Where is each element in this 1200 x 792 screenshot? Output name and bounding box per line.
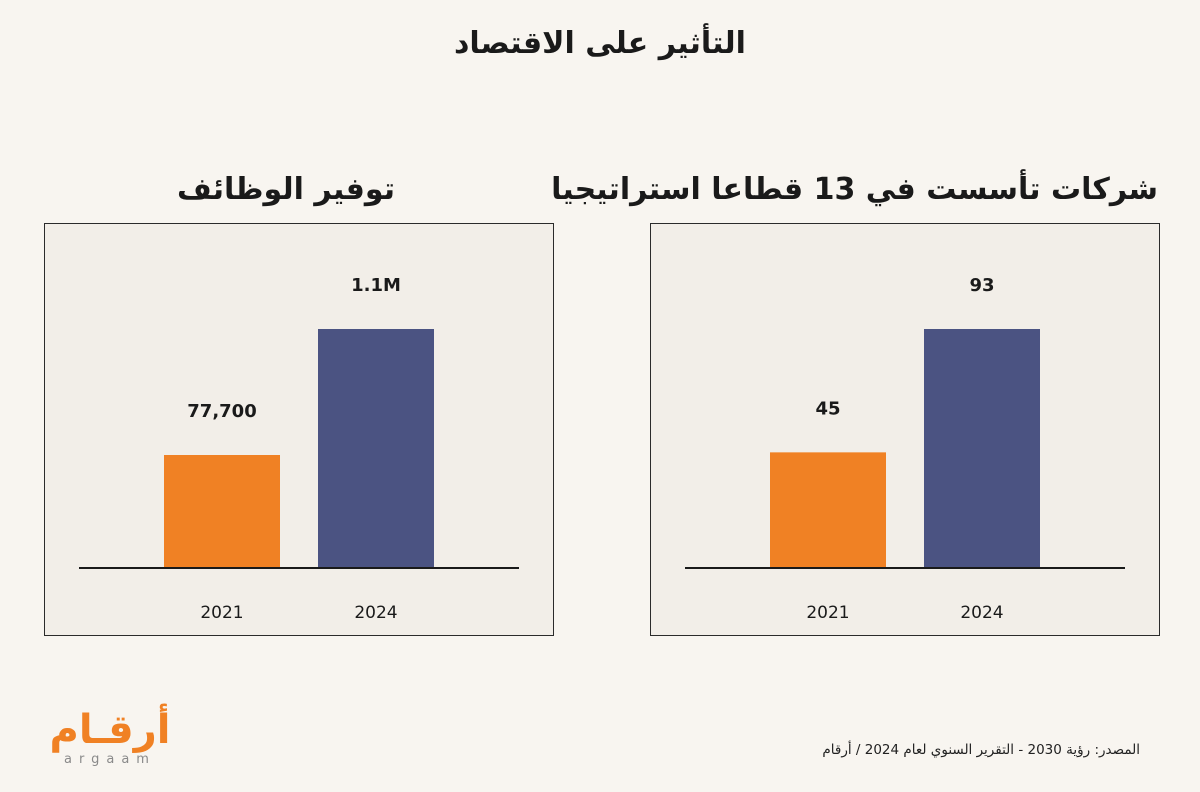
bar-2024	[318, 329, 434, 568]
bar-2021	[164, 455, 280, 568]
data-label-2024: 1.1M	[351, 275, 401, 296]
x-tick-2024: 2024	[354, 603, 397, 623]
logo-arabic-text: أرقـام	[49, 707, 171, 753]
source-note: المصدر: رؤية 2030 - التقرير السنوي لعام …	[822, 742, 1140, 758]
x-tick-2021: 2021	[200, 603, 243, 623]
data-label-2024: 93	[969, 275, 994, 296]
main-title: التأثير على الاقتصاد	[454, 26, 746, 61]
x-tick-2021: 2021	[806, 603, 849, 623]
logo-latin-text: argaam	[64, 752, 156, 767]
jobs-chart-panel: 77,700 1.1M 2021 2024	[44, 223, 554, 636]
x-tick-2024: 2024	[960, 603, 1003, 623]
bar-2021	[770, 452, 886, 568]
argaam-logo: أرقـام argaam	[44, 707, 176, 772]
companies-chart-panel: 45 93 2021 2024	[650, 223, 1160, 636]
data-label-2021: 45	[815, 398, 840, 419]
jobs-chart-svg: 77,700 1.1M 2021 2024	[79, 275, 519, 623]
companies-chart-title: شركات تأسست في 13 قطاعا استراتيجيا	[551, 172, 1158, 207]
companies-chart-svg: 45 93 2021 2024	[685, 275, 1125, 623]
data-label-2021: 77,700	[187, 401, 256, 422]
jobs-chart-title: توفير الوظائف	[177, 172, 395, 207]
bar-2024	[924, 329, 1040, 568]
